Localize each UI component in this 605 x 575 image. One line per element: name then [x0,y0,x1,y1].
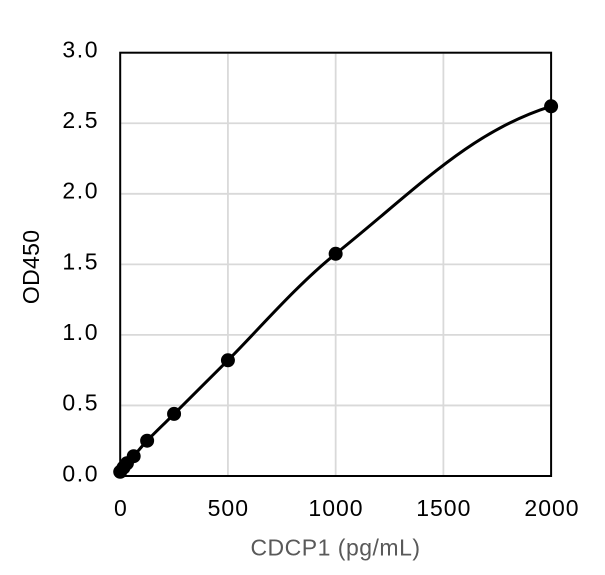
svg-text:0.5: 0.5 [62,390,99,416]
svg-text:0.0: 0.0 [62,460,99,486]
svg-text:3.0: 3.0 [62,37,99,63]
svg-text:2000: 2000 [524,495,579,521]
svg-text:0: 0 [114,495,128,521]
svg-text:1000: 1000 [308,495,363,521]
svg-text:2.0: 2.0 [62,178,99,204]
svg-text:500: 500 [208,495,249,521]
svg-text:2.5: 2.5 [62,107,99,133]
svg-text:1500: 1500 [416,495,471,521]
svg-text:OD450: OD450 [18,230,44,304]
svg-text:1.5: 1.5 [62,248,99,274]
svg-text:1.0: 1.0 [62,319,99,345]
svg-text:CDCP1 (pg/mL): CDCP1 (pg/mL) [250,535,420,561]
